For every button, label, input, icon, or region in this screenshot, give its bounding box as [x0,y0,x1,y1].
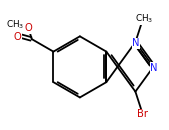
Text: CH$_3$: CH$_3$ [135,12,153,25]
Text: O: O [13,32,21,42]
Text: Br: Br [137,109,148,119]
Text: CH$_3$: CH$_3$ [6,18,24,31]
Text: N: N [150,63,158,73]
Text: O: O [25,23,32,33]
Text: N: N [132,38,140,48]
